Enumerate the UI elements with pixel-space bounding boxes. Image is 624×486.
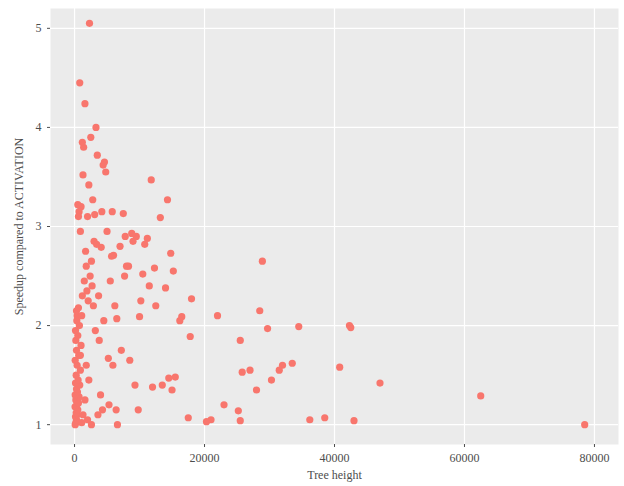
svg-text:3: 3 [36,219,42,233]
svg-text:Speedup compared to ACTIVATION: Speedup compared to ACTIVATION [12,137,26,315]
svg-text:80000: 80000 [579,451,609,465]
svg-text:5: 5 [36,21,42,35]
svg-text:0: 0 [72,451,78,465]
svg-text:1: 1 [36,418,42,432]
svg-text:Tree height: Tree height [307,468,362,482]
svg-text:2: 2 [36,318,42,332]
svg-text:60000: 60000 [449,451,479,465]
svg-text:20000: 20000 [190,451,220,465]
svg-text:40000: 40000 [320,451,350,465]
svg-text:4: 4 [36,120,42,134]
